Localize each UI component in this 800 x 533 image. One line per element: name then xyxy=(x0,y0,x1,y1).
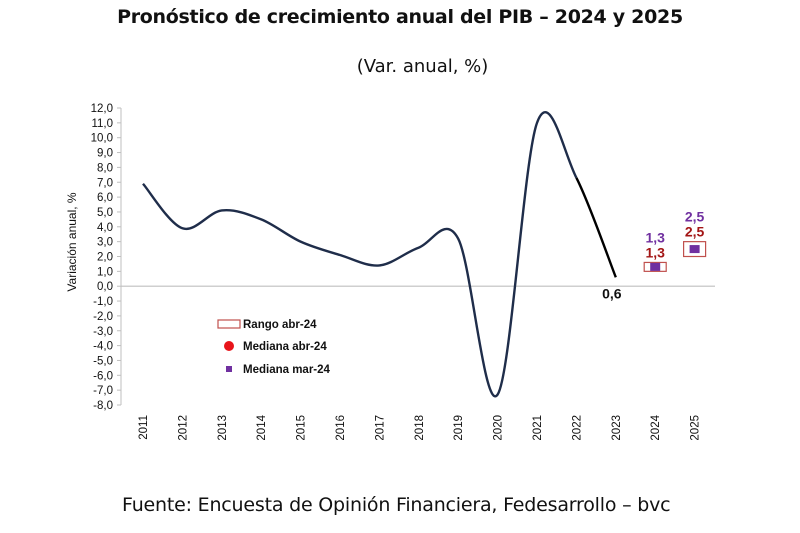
series-line-observed xyxy=(142,111,578,398)
x-tick-label: 2015 xyxy=(296,415,308,441)
legend-label-range: Rango abr-24 xyxy=(243,319,317,331)
series-layer: 0,6 xyxy=(142,111,622,398)
y-tick-label: -3,0 xyxy=(93,326,113,338)
y-tick-label: 2,0 xyxy=(97,252,113,264)
forecast-layer: 1,31,3 2,52,5 xyxy=(643,209,707,272)
source-note: Fuente: Encuesta de Opinión Financiera, … xyxy=(122,494,671,516)
legend-marker-median-mar xyxy=(226,366,232,372)
x-tick-label: 2020 xyxy=(493,415,505,441)
y-tick-label: -6,0 xyxy=(93,370,113,382)
annotation-label: 0,6 xyxy=(602,285,622,301)
y-axis-title: Variación anual, % xyxy=(65,192,79,292)
series-line-2023 xyxy=(575,177,617,278)
x-tick-label: 2024 xyxy=(650,414,662,440)
forecast-median-mar-marker xyxy=(650,262,661,271)
forecast-median-mar-label: 2,5 xyxy=(685,209,705,225)
y-tick-label: 8,0 xyxy=(97,162,113,174)
legend-label-median-abr: Mediana abr-24 xyxy=(243,341,327,353)
y-tick-label: 1,0 xyxy=(97,266,113,278)
x-tick-label: 2012 xyxy=(177,415,189,441)
y-tick-label: 0,0 xyxy=(97,281,113,293)
y-tick-label: 10,0 xyxy=(91,133,113,145)
x-tick-label: 2021 xyxy=(532,415,544,441)
x-tick-label: 2023 xyxy=(611,415,623,441)
legend-label-median-mar: Mediana mar-24 xyxy=(243,364,331,376)
y-tick-label: 11,0 xyxy=(91,118,113,130)
y-tick-label: -2,0 xyxy=(93,311,113,323)
y-tick-label: 3,0 xyxy=(97,237,113,249)
axes: 12,0 11,0 10,0 9,0 8,0 7,0 6,0 5,0 4,0 3,0 2,0 1,0 0… xyxy=(91,103,715,441)
legend-marker-range xyxy=(217,319,241,329)
forecast-median-abr-label: 2,5 xyxy=(685,224,705,240)
chart-title: Pronóstico de crecimiento anual del PIB … xyxy=(117,6,683,28)
y-tick-label: -5,0 xyxy=(93,355,113,367)
y-tick-label: 9,0 xyxy=(97,148,113,160)
y-tick-label: -7,0 xyxy=(93,385,113,397)
x-tick-label: 2018 xyxy=(414,415,426,441)
y-tick-label: -8,0 xyxy=(93,400,113,412)
x-tick-label: 2014 xyxy=(256,414,268,440)
x-tick-label: 2011 xyxy=(138,415,150,440)
chart-subtitle: (Var. anual, %) xyxy=(356,56,489,77)
x-tick-label: 2013 xyxy=(217,415,229,441)
y-tick-label: 4,0 xyxy=(97,222,113,234)
x-tick-label: 2017 xyxy=(374,415,386,441)
forecast-median-mar-label: 1,3 xyxy=(645,229,665,245)
y-tick-label: -4,0 xyxy=(93,341,113,353)
x-tick-label: 2025 xyxy=(690,415,702,441)
y-tick-label: 12,0 xyxy=(91,103,113,115)
x-tick-label: 2019 xyxy=(453,415,465,441)
forecast-median-mar-marker xyxy=(689,245,700,254)
legend: Rango abr-24 Mediana abr-24 Mediana mar-… xyxy=(217,319,331,376)
forecast-median-abr-label: 1,3 xyxy=(645,244,665,260)
y-tick-label: 6,0 xyxy=(97,192,113,204)
x-tick-label: 2022 xyxy=(571,415,583,441)
y-tick-label: 7,0 xyxy=(97,177,113,189)
x-tick-label: 2016 xyxy=(335,415,347,441)
legend-marker-median-abr xyxy=(224,341,234,351)
y-tick-label: -1,0 xyxy=(93,296,113,308)
y-tick-label: 5,0 xyxy=(97,207,113,219)
